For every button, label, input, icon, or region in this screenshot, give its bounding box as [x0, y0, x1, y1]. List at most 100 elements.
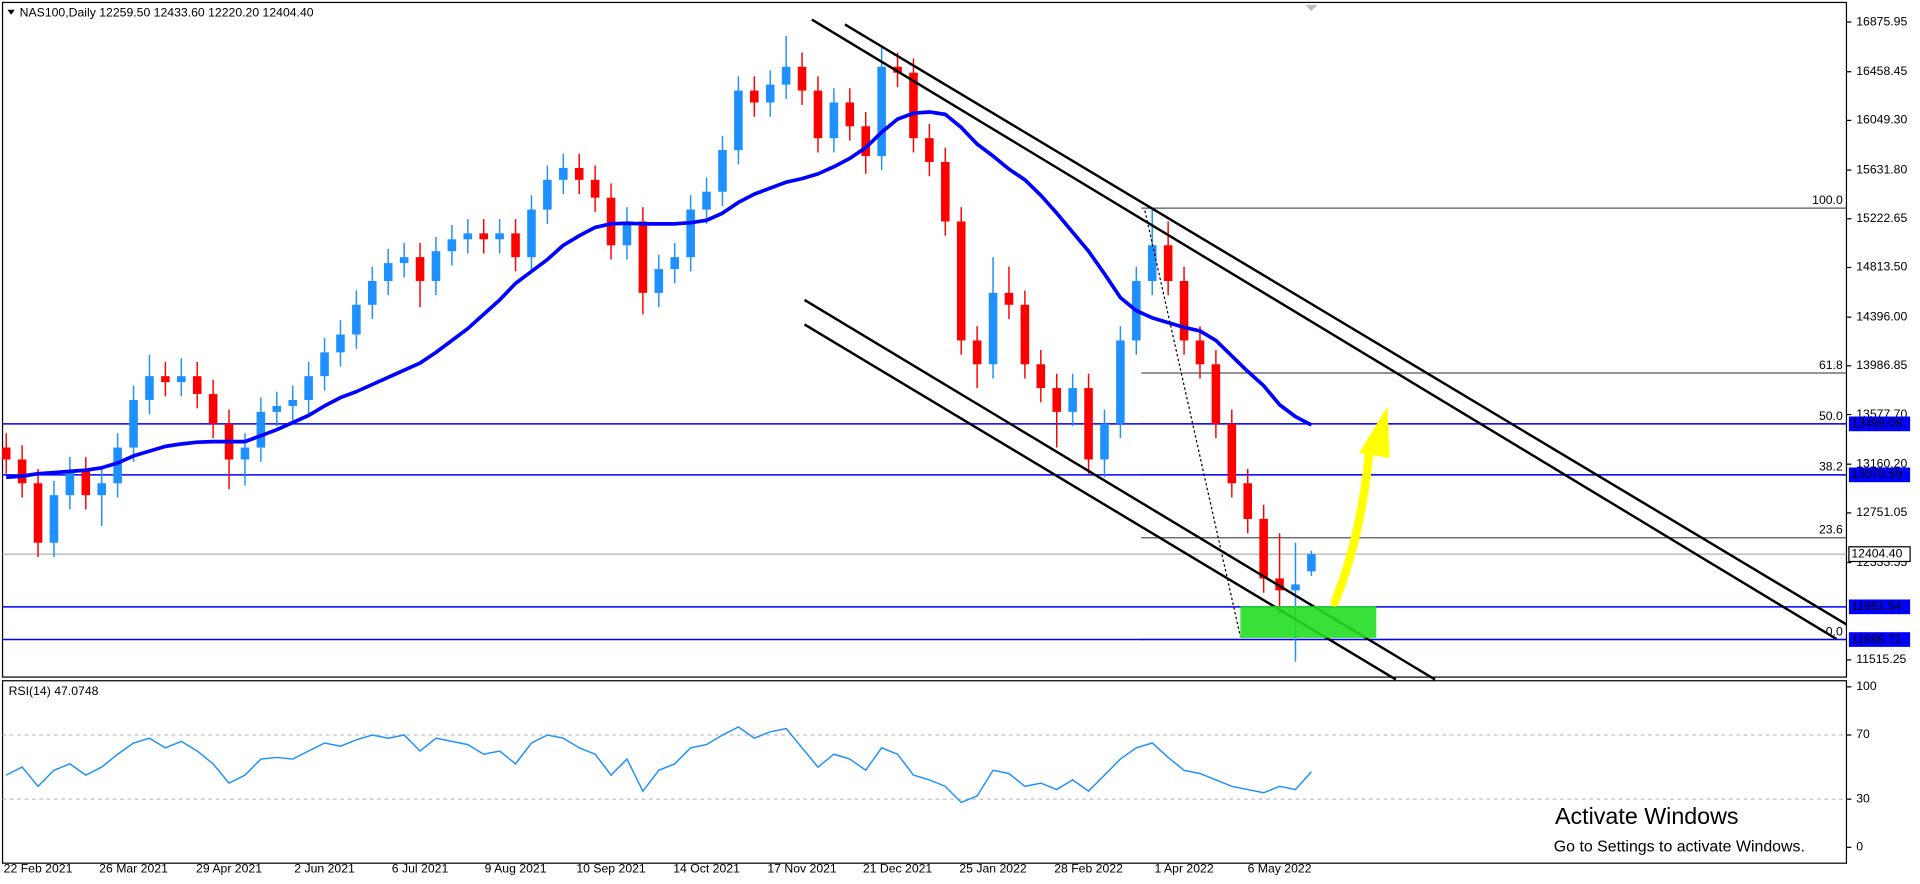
candle-body	[145, 376, 154, 400]
candle-body	[192, 376, 202, 395]
candle-body	[1307, 554, 1316, 572]
candle-body	[1020, 304, 1030, 365]
candle-body	[65, 471, 75, 496]
y-tick-label: 100	[1856, 679, 1877, 693]
x-tick-label: 26 Mar 2021	[99, 862, 168, 876]
level-label: 13499.09	[1851, 416, 1902, 430]
fib-label: 38.2	[1819, 460, 1843, 474]
candle-body	[177, 376, 186, 383]
candle-body	[734, 90, 743, 151]
candle-body	[1100, 423, 1109, 460]
y-tick-label: 70	[1856, 727, 1870, 741]
candle-body	[272, 405, 282, 412]
level-label-box	[1848, 416, 1911, 432]
candle-body	[1227, 423, 1237, 484]
candle-body	[129, 399, 138, 448]
candle-body	[1052, 388, 1062, 412]
candle-body	[1243, 483, 1253, 519]
fib-label: 61.8	[1819, 358, 1843, 372]
candle-body	[527, 209, 536, 258]
x-tick-label: 1 Apr 2022	[1154, 862, 1213, 876]
candle-body	[909, 72, 918, 139]
candle-body	[988, 292, 998, 365]
menu-marker	[7, 9, 15, 15]
candle-body	[638, 221, 648, 293]
x-tick-label: 10 Sep 2021	[576, 862, 646, 876]
candle-body	[97, 483, 106, 496]
y-tick-label: 12751.05	[1856, 505, 1907, 519]
candle-body	[511, 233, 520, 258]
rsi-panel	[1, 680, 1848, 864]
moving-average	[6, 110, 1313, 480]
y-tick-label: 14813.50	[1856, 260, 1907, 274]
candle-body	[1084, 388, 1093, 460]
candle-body	[654, 269, 664, 293]
fib-label: 23.6	[1819, 523, 1843, 537]
candle-body	[1, 447, 11, 460]
candle-body	[686, 209, 695, 258]
candle-body	[1195, 340, 1205, 365]
arrow	[1330, 451, 1374, 607]
x-tick-label: 2 Jun 2021	[294, 862, 355, 876]
candle-body	[383, 263, 393, 281]
candle-body	[813, 90, 823, 139]
candle-body	[574, 167, 584, 180]
candle-body	[781, 66, 791, 85]
level-label: 11686.71	[1851, 632, 1901, 646]
candle-body	[606, 197, 616, 246]
candle-body	[877, 66, 886, 157]
x-tick-label: 6 May 2022	[1248, 862, 1312, 876]
candle-body	[845, 102, 855, 127]
x-tick-label: 14 Oct 2021	[673, 862, 740, 876]
y-tick-label: 30	[1856, 791, 1870, 805]
candle-body	[495, 233, 504, 240]
candle-body	[208, 394, 218, 424]
candle-body	[33, 483, 43, 543]
candle-body	[702, 191, 711, 210]
candle-body	[1291, 584, 1300, 591]
marks-layer	[1, 35, 1316, 804]
candle-body	[1211, 364, 1221, 424]
arrow-head	[1359, 406, 1390, 458]
candle-body	[49, 495, 59, 543]
candle-body	[304, 376, 313, 400]
candle-body	[336, 334, 345, 353]
candle-body	[288, 399, 297, 406]
x-tick-label: 25 Jan 2022	[959, 862, 1027, 876]
labels-layer: 16875.95 16458.45 16049.30 15631.80 15222.65…	[4, 14, 1911, 876]
fib-baseline	[1144, 210, 1241, 637]
candle-body	[972, 340, 982, 365]
y-tick-label: 16049.30	[1856, 113, 1907, 127]
candle-body	[399, 257, 409, 264]
trend-line	[844, 23, 1848, 626]
candle-body	[1147, 245, 1157, 281]
x-tick-label: 28 Feb 2022	[1054, 862, 1123, 876]
candle-body	[17, 459, 27, 484]
x-tick-label: 9 Aug 2021	[485, 862, 547, 876]
y-tick-label: 14396.00	[1856, 309, 1907, 323]
level-label: 13070.59	[1851, 467, 1902, 481]
current-price-box	[1848, 546, 1911, 563]
candle-body	[543, 179, 552, 210]
trend-line	[811, 18, 1838, 641]
candle-body	[718, 150, 727, 192]
candle-body	[463, 233, 473, 240]
candle-body	[320, 352, 329, 377]
x-tick-label: 29 Apr 2021	[196, 862, 262, 876]
candle-body	[1163, 245, 1173, 281]
candle-body	[352, 304, 361, 335]
candle-body	[590, 179, 600, 198]
candle-body	[431, 251, 441, 281]
back-layer	[2, 21, 1852, 848]
candle-body	[1036, 364, 1046, 389]
candle-body	[1004, 292, 1014, 305]
fib-label: 0.0	[1826, 624, 1843, 638]
level-label: 11961.54	[1851, 599, 1901, 613]
candle-body	[829, 102, 839, 139]
candle-body	[447, 239, 457, 252]
x-tick-label: 6 Jul 2021	[392, 862, 449, 876]
candle-body	[797, 66, 807, 91]
candle-body	[240, 447, 250, 460]
candle-body	[670, 257, 680, 270]
